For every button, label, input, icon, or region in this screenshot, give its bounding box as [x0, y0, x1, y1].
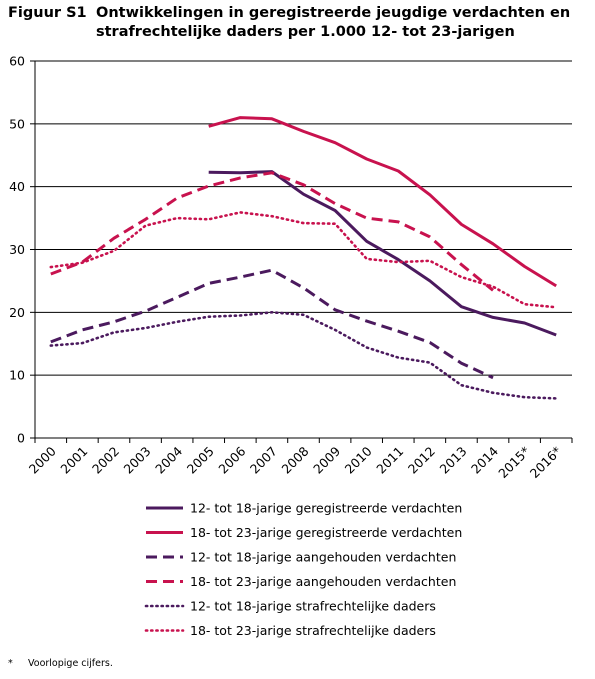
y-tick-label-30: 30: [9, 242, 25, 257]
y-tick-label-40: 40: [9, 179, 25, 194]
legend-label-3: 12- tot 18-jarige aangehouden verdachten: [190, 550, 456, 565]
x-tick-label-2000: 2000: [26, 443, 59, 476]
x-tick-label-2006: 2006: [215, 443, 248, 476]
x-tick-label-2001: 2001: [57, 444, 90, 477]
y-tick-label-50: 50: [9, 116, 25, 131]
legend-label-6: 18- tot 23-jarige strafrechtelijke dader…: [190, 623, 436, 638]
series-line-5: [49, 310, 558, 400]
x-tick-label-2010: 2010: [342, 443, 375, 476]
x-tick-label-2005: 2005: [184, 444, 217, 477]
x-tick-label-2007: 2007: [247, 444, 280, 477]
x-tick-label-2002: 2002: [89, 444, 122, 477]
x-tick-label-2011: 2011: [373, 444, 406, 477]
series-line-4: [50, 171, 494, 292]
series-line-3: [50, 268, 494, 380]
x-tick-label-2009: 2009: [310, 443, 343, 476]
series-line-2: [208, 116, 557, 288]
figure-title-line1: Ontwikkelingen in geregistreerde jeugdig…: [96, 5, 571, 21]
x-tick-label-2003: 2003: [121, 444, 154, 477]
footnote-mark: *: [8, 658, 13, 669]
legend-label-2: 18- tot 23-jarige geregistreerde verdach…: [190, 525, 462, 540]
y-tick-label-20: 20: [9, 305, 25, 320]
x-tick-label-2013: 2013: [436, 444, 469, 477]
legend-label-4: 18- tot 23-jarige aangehouden verdachten: [190, 574, 456, 589]
y-tick-label-10: 10: [9, 368, 25, 383]
series-line-6: [49, 211, 558, 309]
x-tick-label-2008: 2008: [279, 443, 312, 476]
footnote-text: Voorlopige cijfers.: [28, 658, 113, 669]
figure-title-text: Ontwikkelingen in geregistreerde jeugdig…: [96, 4, 586, 42]
x-tick-label-2016-prov: 2016*: [527, 444, 565, 482]
figure-label: Figuur S1: [8, 5, 87, 21]
footnote: * Voorlopige cijfers.: [8, 658, 113, 669]
y-tick-label-0: 0: [17, 431, 25, 446]
x-tick-label-2012: 2012: [405, 444, 438, 477]
x-tick-label-2004: 2004: [152, 443, 185, 476]
legend-label-5: 12- tot 18-jarige strafrechtelijke dader…: [190, 599, 436, 614]
legend-label-1: 12- tot 18-jarige geregistreerde verdach…: [190, 501, 462, 516]
x-tick-label-2015-prov: 2015*: [495, 444, 533, 482]
y-tick-label-60: 60: [9, 54, 25, 69]
figure-title-line2: strafrechtelijke daders per 1.000 12- to…: [96, 24, 515, 40]
line-chart: 0102030405060200020012002200320042005200…: [9, 54, 573, 638]
series-line-1: [208, 170, 557, 337]
